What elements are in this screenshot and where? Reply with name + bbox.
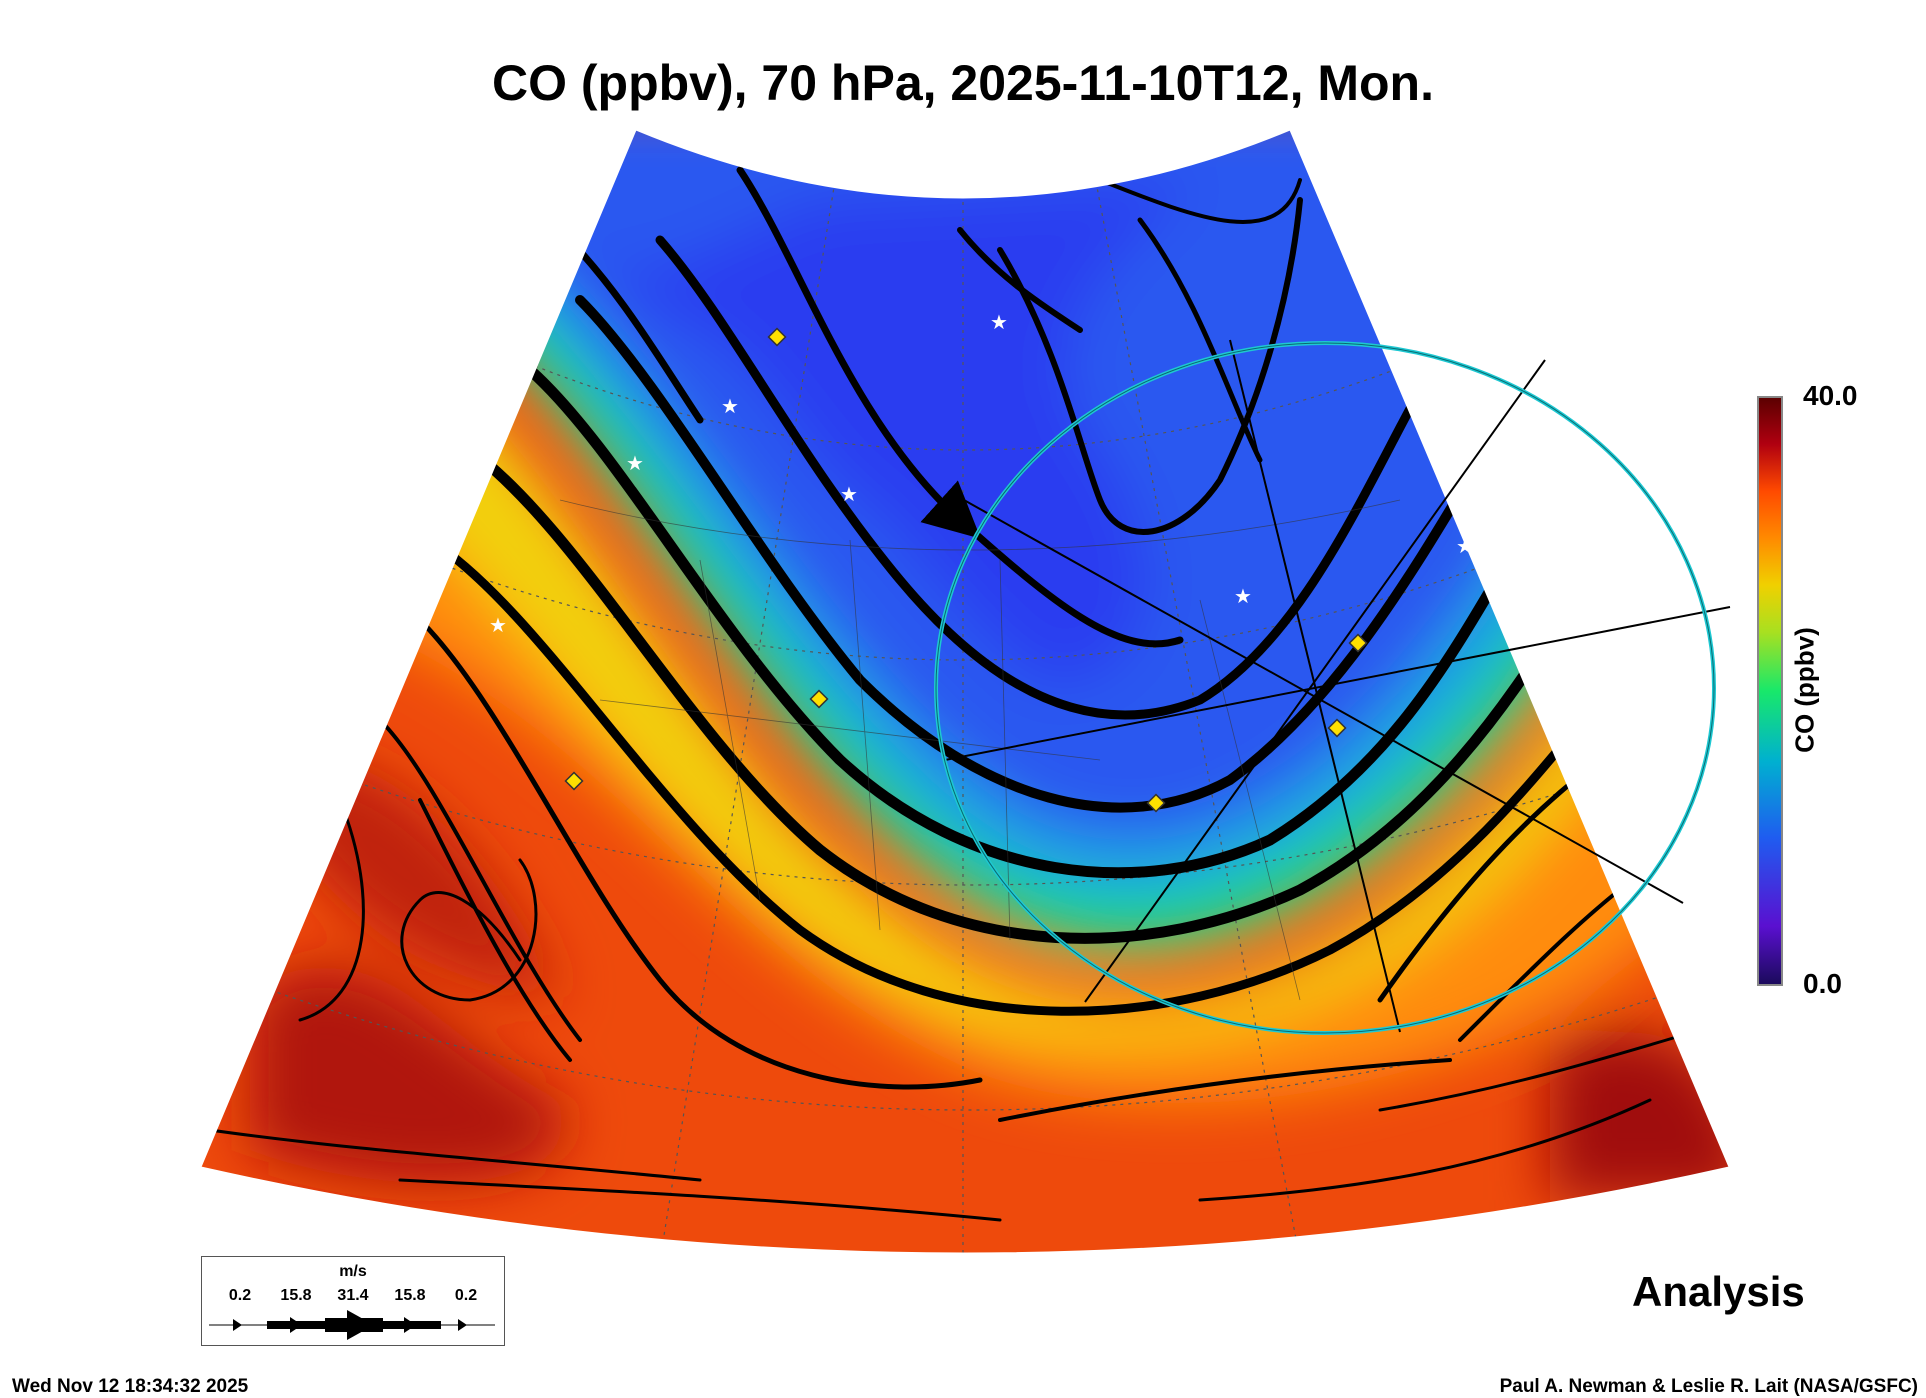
legend-tick: 15.8	[394, 1287, 426, 1304]
svg-text:★: ★	[990, 312, 1008, 334]
colorbar	[1757, 396, 1783, 986]
legend-tick: 0.2	[454, 1287, 478, 1304]
site-stars: ★ ★ ★ ★ ★ ★ ★	[489, 312, 1474, 637]
observation-circle-outline	[935, 342, 1715, 1034]
legend-tick: 31.4	[337, 1287, 369, 1304]
svg-text:★: ★	[1234, 586, 1252, 608]
trajectory-lines	[944, 339, 1731, 1033]
co-field	[201, 130, 1729, 1253]
wind-speed-legend: m/s 0.2 15.8 31.4 15.8 0.2	[201, 1256, 505, 1346]
site-diamonds	[564, 327, 1368, 813]
colorbar-max-label: 40.0	[1803, 380, 1858, 411]
colorbar-title: CO (ppbv)	[1789, 627, 1820, 753]
svg-text:★: ★	[721, 396, 739, 418]
footer-timestamp: Wed Nov 12 18:34:32 2025	[12, 1376, 249, 1397]
graticule	[269, 149, 1681, 1253]
legend-tick: 15.8	[280, 1287, 312, 1304]
map-border	[200, 129, 1730, 1254]
wind-streamlines	[208, 166, 1702, 1222]
product-label: Analysis	[1632, 1268, 1805, 1315]
chart-title: CO (ppbv), 70 hPa, 2025-11-10T12, Mon.	[492, 55, 1434, 111]
legend-arrow-scale	[209, 1310, 495, 1340]
legend-tick: 0.2	[228, 1287, 252, 1304]
svg-text:★: ★	[1456, 536, 1474, 558]
svg-text:★: ★	[489, 615, 507, 637]
svg-text:★: ★	[626, 453, 644, 475]
svg-text:★: ★	[840, 484, 858, 506]
footer-credit: Paul A. Newman & Leslie R. Lait (NASA/GS…	[1499, 1376, 1918, 1397]
colorbar-min-label: 0.0	[1803, 968, 1842, 999]
legend-unit: m/s	[339, 1263, 367, 1280]
